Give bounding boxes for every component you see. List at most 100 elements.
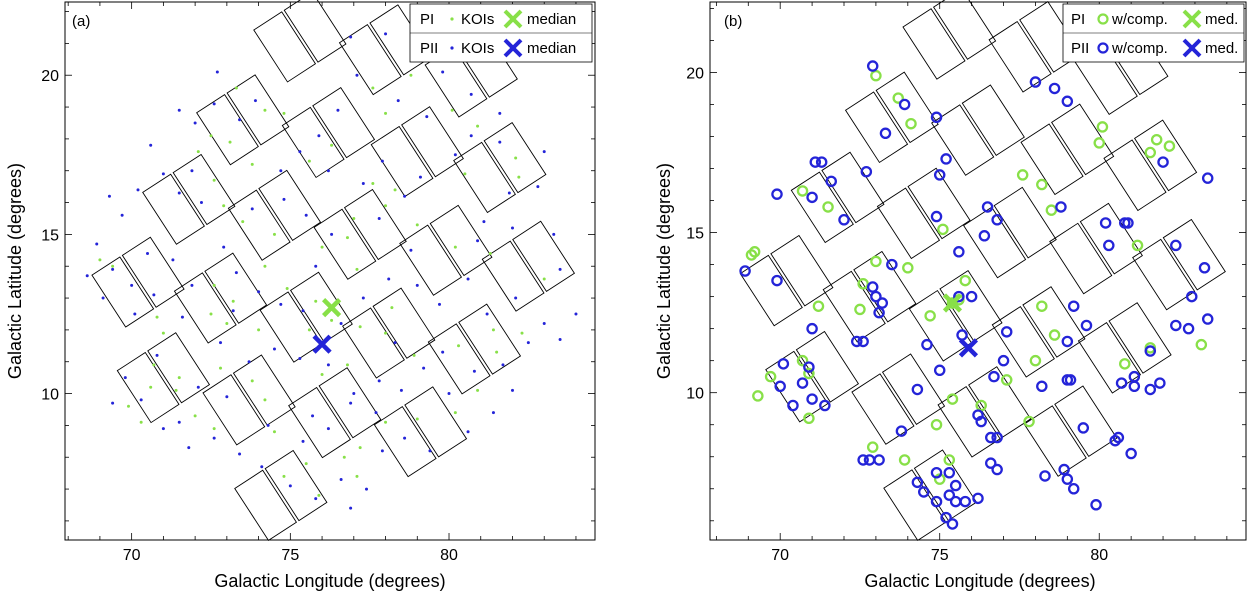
data-point-pii bbox=[988, 370, 1000, 383]
median-cross-pii bbox=[312, 334, 332, 354]
ccd-chip bbox=[790, 171, 854, 244]
data-point-pii bbox=[1157, 156, 1169, 168]
data-point-pi bbox=[946, 393, 959, 405]
ccd-chip bbox=[338, 23, 402, 96]
panel-a: 70 75 80 10 15 20 (a) Galactic Longitude (deg… bbox=[5, 0, 596, 591]
data-point-pii bbox=[133, 312, 137, 316]
ccd-chip bbox=[483, 121, 547, 194]
data-point-pii bbox=[177, 191, 181, 195]
data-point-pi bbox=[892, 92, 904, 104]
data-point-pii bbox=[415, 283, 419, 287]
median-cross-pi bbox=[942, 293, 963, 313]
data-point-pii bbox=[809, 156, 822, 168]
data-point-pi bbox=[177, 376, 181, 380]
data-point-pi bbox=[854, 303, 866, 316]
data-point-pii bbox=[1201, 172, 1214, 184]
data-point-pi bbox=[371, 181, 375, 185]
data-point-pii bbox=[361, 296, 365, 300]
data-point-pii bbox=[314, 264, 318, 268]
data-point-pii bbox=[422, 366, 426, 370]
ccd-module-9 bbox=[202, 354, 296, 446]
data-point-pi bbox=[257, 328, 261, 332]
data-point-pii bbox=[930, 210, 943, 223]
data-point-pii bbox=[1061, 335, 1074, 348]
data-point-pii bbox=[161, 172, 165, 176]
ccd-chip bbox=[343, 188, 407, 261]
data-point-pi bbox=[384, 420, 388, 424]
y-tick-label: 20 bbox=[41, 68, 59, 85]
data-point-pii bbox=[349, 35, 353, 39]
data-point-pi bbox=[330, 318, 334, 322]
ccd-chip bbox=[939, 270, 1003, 342]
ccd-chip bbox=[908, 289, 972, 362]
data-point-pii bbox=[542, 150, 546, 154]
data-point-pi bbox=[111, 264, 115, 268]
panel-b-frame bbox=[709, 1, 1247, 541]
panel-b-legend-group-pi: PI bbox=[1071, 11, 1085, 28]
data-point-pii bbox=[441, 350, 445, 354]
data-point-pii bbox=[330, 232, 334, 236]
data-point-pii bbox=[472, 369, 476, 373]
ccd-chip bbox=[289, 271, 353, 343]
data-point-pii bbox=[1090, 499, 1102, 511]
panel-b: 70 75 80 10 15 20 (b) Galactic Longitude (deg… bbox=[654, 0, 1247, 591]
data-point-pi bbox=[272, 232, 276, 236]
data-point-pii bbox=[857, 335, 869, 348]
ccd-chip bbox=[1133, 119, 1198, 192]
data-point-pii bbox=[152, 293, 156, 297]
data-point-pii bbox=[498, 140, 502, 144]
data-point-pii bbox=[1036, 380, 1048, 393]
data-point-pi bbox=[514, 156, 518, 160]
data-point-pi bbox=[345, 363, 349, 367]
data-point-pi bbox=[263, 398, 267, 402]
data-point-pi bbox=[234, 86, 238, 90]
ccd-module-14 bbox=[883, 449, 978, 541]
ccd-module-4 bbox=[116, 332, 211, 424]
data-point-pii bbox=[384, 32, 388, 36]
ccd-module-0 bbox=[91, 236, 185, 328]
data-point-pi bbox=[149, 385, 153, 389]
data-point-pi bbox=[390, 306, 394, 310]
data-point-pi bbox=[495, 350, 499, 354]
panel-b-label: (b) bbox=[724, 13, 742, 30]
data-point-pi bbox=[222, 204, 226, 208]
data-point-pii bbox=[196, 385, 200, 389]
data-point-pi bbox=[196, 150, 200, 154]
data-point-pii bbox=[825, 175, 837, 188]
data-point-pii bbox=[930, 466, 943, 479]
data-point-pi bbox=[1036, 178, 1048, 191]
panel-a-medians bbox=[312, 298, 342, 354]
data-point-pii bbox=[1154, 377, 1166, 389]
data-point-pi bbox=[752, 390, 764, 402]
ccd-module-15 bbox=[288, 367, 382, 459]
data-point-pii bbox=[231, 309, 235, 313]
data-point-pii bbox=[866, 281, 879, 293]
data-point-pii bbox=[1029, 76, 1042, 88]
ccd-chip bbox=[1049, 222, 1113, 295]
data-point-pii bbox=[949, 495, 962, 508]
ccd-module-0 bbox=[739, 234, 834, 327]
data-point-pii bbox=[739, 265, 751, 277]
data-point-pii bbox=[991, 431, 1003, 444]
data-point-pii bbox=[298, 150, 302, 154]
ccd-chip bbox=[844, 91, 909, 164]
y-tick-label: 10 bbox=[686, 386, 704, 403]
data-point-pii bbox=[387, 277, 391, 281]
data-point-pii bbox=[507, 191, 511, 195]
data-point-pii bbox=[95, 242, 99, 246]
data-point-pii bbox=[991, 214, 1003, 226]
panel-b-legend-cross-pi bbox=[1182, 9, 1202, 29]
data-point-pii bbox=[469, 92, 473, 96]
panel-a-legend-cross-pii bbox=[503, 38, 523, 58]
data-point-pii bbox=[199, 201, 203, 205]
ccd-module-1 bbox=[790, 151, 885, 244]
ccd-chip bbox=[875, 71, 939, 144]
data-point-pii bbox=[558, 337, 562, 341]
data-point-pi bbox=[542, 277, 546, 281]
ccd-chip bbox=[1023, 405, 1087, 477]
ccd-module-18 bbox=[1103, 119, 1198, 212]
data-point-pii bbox=[806, 191, 818, 204]
x-tick-label: 70 bbox=[771, 547, 789, 564]
panel-b-legend-ring-pii bbox=[1097, 42, 1109, 54]
ccd-module-7 bbox=[931, 84, 1025, 176]
